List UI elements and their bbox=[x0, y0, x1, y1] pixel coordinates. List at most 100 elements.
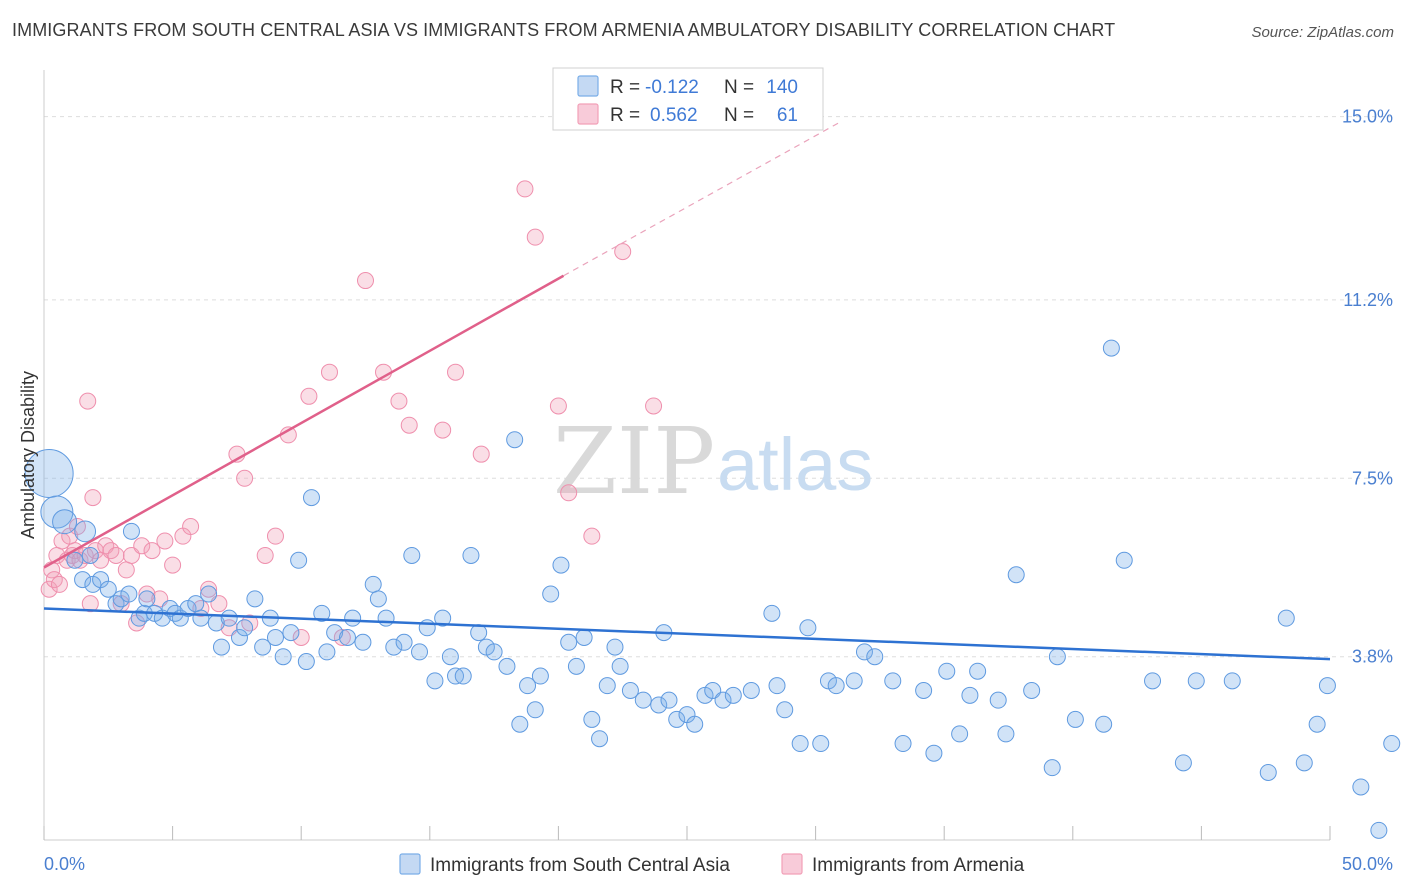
south-central-asia-point bbox=[925, 744, 943, 762]
grid-lines bbox=[44, 116, 1392, 658]
south-central-asia-point bbox=[246, 590, 264, 608]
armenia-point bbox=[86, 542, 104, 560]
south-central-asia-point bbox=[1308, 715, 1326, 733]
bottom-legend-label-blue: Immigrants from South Central Asia bbox=[430, 855, 730, 876]
south-central-asia-point bbox=[441, 648, 459, 666]
y-tick-label: 15.0% bbox=[1342, 107, 1393, 127]
armenia-point bbox=[320, 363, 338, 381]
south-central-asia-point bbox=[742, 681, 760, 699]
south-central-asia-point bbox=[606, 638, 624, 656]
south-central-asia-point bbox=[266, 628, 284, 646]
armenia-point bbox=[164, 556, 182, 574]
south-central-asia-point bbox=[776, 701, 794, 719]
armenia-point bbox=[50, 575, 68, 593]
south-central-asia-point bbox=[1174, 754, 1192, 772]
armenia-point bbox=[300, 387, 318, 405]
south-central-asia-point bbox=[866, 648, 884, 666]
legend-r-value-1: -0.122 bbox=[645, 77, 699, 98]
south-central-asia-point bbox=[1223, 672, 1241, 690]
south-central-asia-point bbox=[426, 672, 444, 690]
south-central-asia-point bbox=[575, 628, 593, 646]
armenia-point bbox=[143, 542, 161, 560]
armenia-point bbox=[200, 580, 218, 598]
south-central-asia-point bbox=[297, 653, 315, 671]
armenia-point bbox=[102, 542, 120, 560]
bottom-legend-swatch-blue bbox=[399, 853, 421, 875]
south-central-asia-point bbox=[66, 551, 84, 569]
armenia-point bbox=[236, 469, 254, 487]
armenia-point bbox=[583, 527, 601, 545]
x-tick-label: 0.0% bbox=[44, 854, 85, 874]
armenia-point bbox=[560, 484, 578, 502]
south-central-asia-point bbox=[552, 556, 570, 574]
armenia-point bbox=[76, 546, 94, 564]
armenia-point bbox=[156, 532, 174, 550]
south-central-asia-point bbox=[997, 725, 1015, 743]
legend-n-value-2: 61 bbox=[777, 105, 798, 126]
south-central-asia-point bbox=[650, 696, 668, 714]
legend-swatch-pink bbox=[577, 103, 599, 125]
y-tick-label: 7.5% bbox=[1352, 468, 1393, 488]
armenia-point bbox=[472, 445, 490, 463]
armenia-point bbox=[292, 628, 310, 646]
south-central-asia-point bbox=[961, 686, 979, 704]
armenia-point bbox=[117, 561, 135, 579]
south-central-asia-point bbox=[230, 628, 248, 646]
correlation-legend: R = -0.122 N = 140 R = 0.562 N = 61 bbox=[552, 67, 824, 131]
south-central-asia-point bbox=[1066, 710, 1084, 728]
armenia-point bbox=[549, 397, 567, 415]
armenia-point bbox=[390, 392, 408, 410]
south-central-asia-point bbox=[120, 585, 138, 603]
south-central-asia-point bbox=[74, 520, 97, 543]
south-central-asia-point bbox=[274, 648, 292, 666]
south-central-asia-point bbox=[81, 546, 99, 564]
south-central-asia-point bbox=[395, 633, 413, 651]
legend-r-label-1: R = bbox=[610, 77, 640, 98]
legend-r-label-2: R = bbox=[610, 105, 640, 126]
armenia-point bbox=[256, 546, 274, 564]
armenia-point bbox=[107, 546, 125, 564]
south-central-asia-point bbox=[1383, 735, 1401, 753]
armenia-point bbox=[81, 595, 99, 613]
south-central-asia-point bbox=[122, 522, 140, 540]
legend-n-label-1: N = bbox=[724, 77, 754, 98]
south-central-asia-point bbox=[894, 735, 912, 753]
watermark-atlas: atlas bbox=[717, 423, 873, 506]
bottom-legend-swatch-pink bbox=[781, 853, 803, 875]
south-central-asia-point bbox=[1102, 339, 1120, 357]
south-central-asia-point bbox=[668, 710, 686, 728]
armenia-point bbox=[138, 585, 156, 603]
south-central-asia-point bbox=[485, 643, 503, 661]
armenia-point bbox=[192, 600, 210, 618]
south-central-asia-point bbox=[1318, 677, 1336, 695]
x-tick-label: 50.0% bbox=[1342, 854, 1393, 874]
south-central-asia-point bbox=[915, 681, 933, 699]
armenia-point bbox=[357, 272, 374, 290]
armenia-point bbox=[45, 571, 63, 589]
south-central-asia-point bbox=[519, 677, 537, 695]
armenia-trend-line bbox=[43, 274, 565, 569]
south-central-asia-point bbox=[254, 638, 272, 656]
south-central-asia-point bbox=[884, 672, 902, 690]
armenia-point bbox=[434, 421, 452, 439]
armenia-point bbox=[516, 180, 534, 198]
south-central-asia-point bbox=[799, 619, 817, 637]
south-central-asia-point bbox=[313, 604, 331, 622]
south-central-asia-point bbox=[411, 643, 429, 661]
south-central-asia-point bbox=[326, 624, 344, 642]
south-central-asia-point bbox=[52, 509, 78, 535]
bottom-legend-label-pink: Immigrants from Armenia bbox=[812, 855, 1025, 876]
armenia-point bbox=[447, 363, 465, 381]
armenia-point bbox=[400, 416, 418, 434]
south-central-asia-point bbox=[1095, 715, 1113, 733]
south-central-asia-point bbox=[855, 643, 873, 661]
south-central-asia-trend-line bbox=[43, 607, 1331, 661]
south-central-asia-point bbox=[951, 725, 969, 743]
south-central-asia-point bbox=[560, 633, 578, 651]
south-central-asia-point bbox=[1277, 609, 1295, 627]
south-central-asia-point bbox=[212, 638, 230, 656]
series-legend: Immigrants from South Central Asia Immig… bbox=[399, 853, 1025, 876]
south-central-asia-point bbox=[454, 667, 472, 685]
south-central-asia-point bbox=[724, 686, 742, 704]
armenia-point bbox=[182, 518, 200, 536]
